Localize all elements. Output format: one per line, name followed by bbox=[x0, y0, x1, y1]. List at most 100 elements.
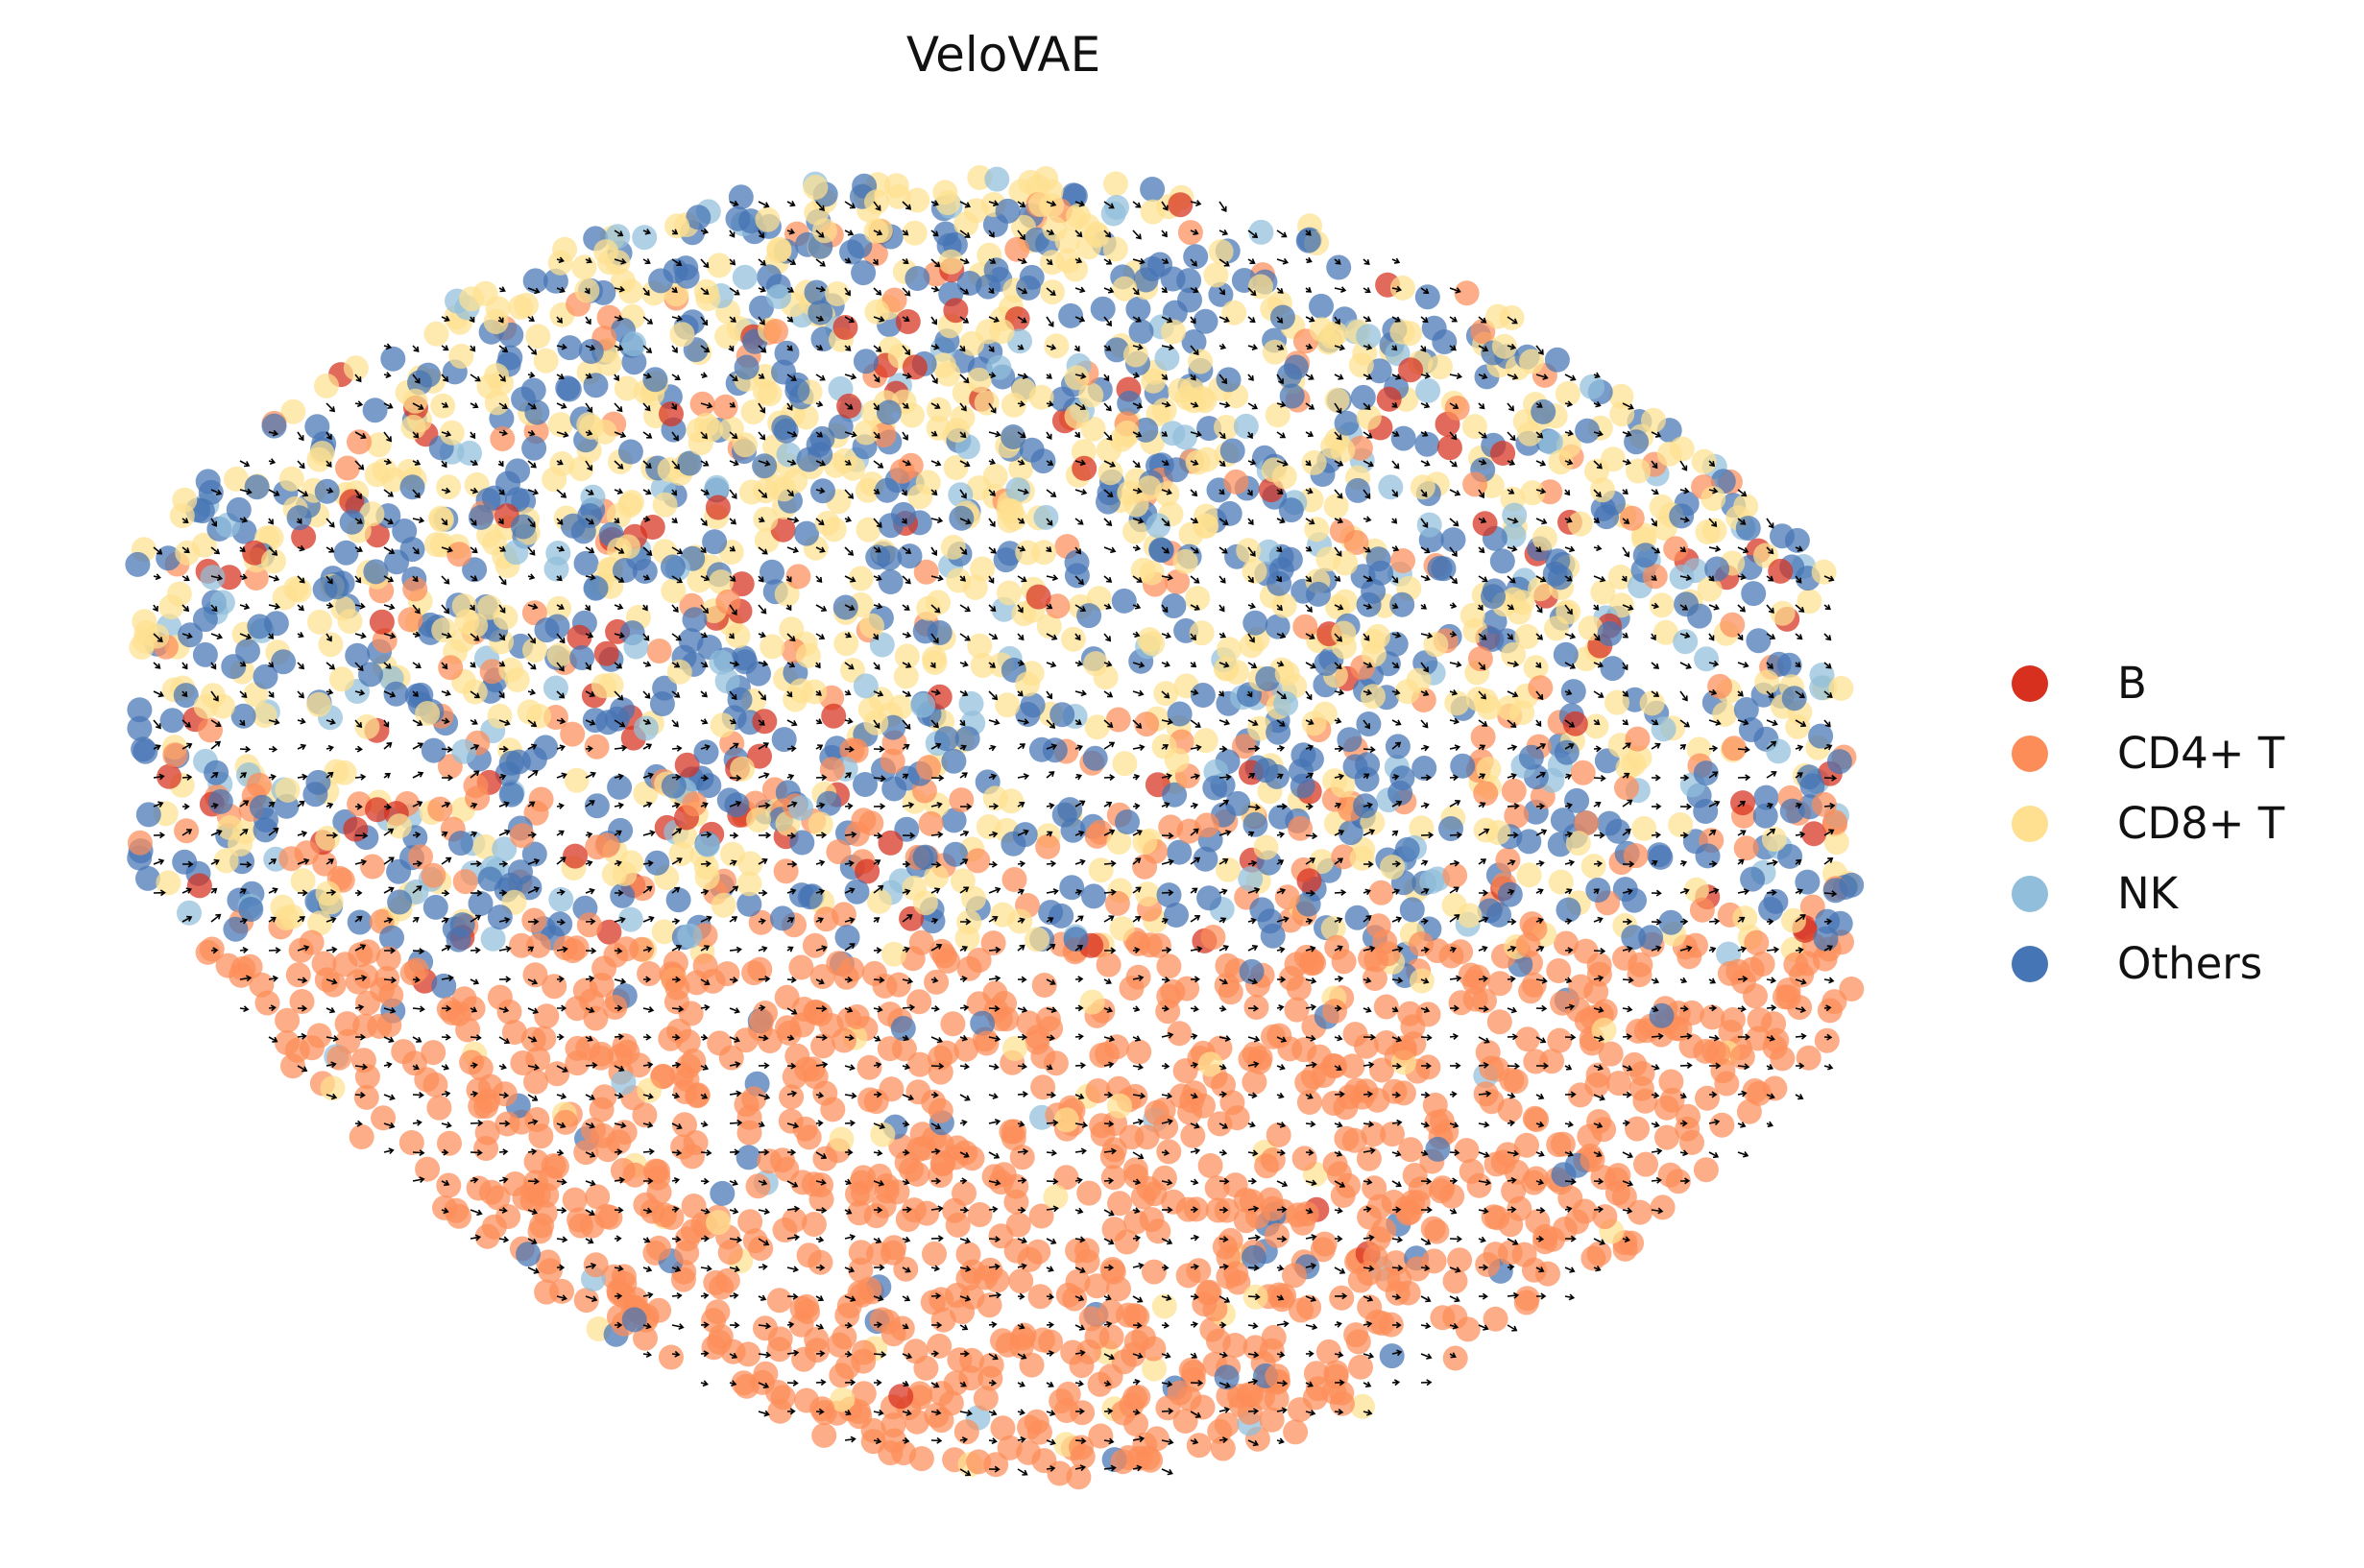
velocity-arrow bbox=[988, 633, 999, 640]
cell-point bbox=[794, 520, 820, 546]
velocity-arrow bbox=[1247, 945, 1259, 952]
cell-point bbox=[1266, 719, 1291, 745]
cell-point bbox=[1592, 1204, 1618, 1230]
cell-point bbox=[642, 367, 668, 393]
cell-point bbox=[895, 1207, 921, 1232]
cell-point bbox=[746, 808, 771, 832]
velocity-arrow bbox=[1766, 604, 1774, 614]
cell-point bbox=[1324, 934, 1350, 960]
velocity-arrow bbox=[1218, 201, 1227, 212]
cell-point bbox=[899, 402, 925, 428]
velocity-arrow bbox=[1766, 946, 1780, 953]
velocity-arrow bbox=[1276, 1180, 1289, 1188]
velocity-arrow bbox=[1593, 802, 1602, 808]
velocity-arrow bbox=[1305, 256, 1313, 264]
velocity-arrow bbox=[988, 975, 1001, 982]
cell-point bbox=[1535, 1261, 1560, 1287]
velocity-arrow bbox=[614, 488, 624, 495]
velocity-arrow bbox=[1507, 1092, 1516, 1099]
cell-point bbox=[707, 253, 732, 278]
cell-point bbox=[1202, 775, 1228, 801]
velocity-arrow bbox=[1017, 1006, 1028, 1013]
cell-point bbox=[1570, 760, 1596, 785]
chart-title: VeloVAE bbox=[905, 27, 1101, 83]
cell-point bbox=[1676, 1103, 1701, 1129]
velocity-arrow bbox=[1652, 774, 1661, 782]
cell-point bbox=[1324, 387, 1350, 413]
cell-point bbox=[1647, 842, 1672, 868]
cell-point bbox=[261, 413, 287, 439]
velocity-arrow bbox=[556, 772, 567, 780]
cell-point bbox=[305, 769, 331, 795]
velocity-arrow bbox=[786, 719, 798, 727]
velocity-arrow bbox=[470, 374, 481, 382]
velocity-arrow bbox=[1564, 374, 1577, 381]
cell-point bbox=[1160, 421, 1186, 446]
cell-point bbox=[247, 614, 273, 639]
cell-point bbox=[1161, 319, 1186, 345]
cell-point bbox=[1555, 381, 1580, 406]
cell-point bbox=[557, 335, 583, 361]
cell-point bbox=[1422, 1092, 1448, 1118]
cell-point bbox=[771, 727, 797, 753]
velocity-arrow bbox=[239, 603, 251, 611]
cell-point bbox=[1376, 386, 1402, 412]
cell-point bbox=[423, 321, 449, 347]
cell-point bbox=[509, 932, 534, 958]
cell-point bbox=[637, 961, 663, 986]
cell-point bbox=[905, 1409, 930, 1435]
cell-point bbox=[881, 941, 906, 967]
cell-point bbox=[1315, 1339, 1341, 1364]
cell-point bbox=[645, 1159, 671, 1184]
velocity-arrow bbox=[988, 1151, 1001, 1159]
cell-point bbox=[1142, 1356, 1168, 1382]
velocity-arrow bbox=[527, 372, 536, 378]
cell-point bbox=[1191, 1093, 1216, 1119]
cell-point bbox=[1600, 656, 1626, 682]
cell-point bbox=[462, 679, 488, 705]
velocity-arrow bbox=[1823, 719, 1831, 728]
velocity-arrow bbox=[498, 1148, 509, 1156]
cell-point bbox=[1540, 1226, 1565, 1252]
cell-point bbox=[1695, 1085, 1720, 1111]
cell-point bbox=[1609, 401, 1635, 427]
cell-point bbox=[681, 1048, 707, 1073]
cell-point bbox=[1554, 930, 1579, 956]
cell-point bbox=[832, 315, 858, 340]
velocity-arrow bbox=[1132, 744, 1146, 751]
cell-point bbox=[940, 1011, 966, 1037]
velocity-arrow bbox=[1535, 888, 1544, 895]
velocity-arrow bbox=[1593, 604, 1600, 611]
velocity-arrow bbox=[1247, 374, 1254, 381]
cell-point bbox=[1397, 1001, 1423, 1026]
cell-point bbox=[1454, 280, 1480, 306]
cell-point bbox=[1345, 477, 1371, 503]
velocity-arrow bbox=[1651, 1147, 1663, 1155]
cell-point bbox=[1225, 790, 1251, 816]
velocity-arrow bbox=[1391, 545, 1400, 552]
cell-point bbox=[1156, 953, 1182, 979]
cell-point bbox=[1125, 296, 1151, 322]
cell-point bbox=[621, 350, 647, 375]
cell-point bbox=[848, 1257, 874, 1283]
cell-point bbox=[159, 708, 185, 734]
velocity-arrow bbox=[1737, 546, 1749, 554]
cell-point bbox=[849, 1282, 875, 1308]
velocity-arrow bbox=[1046, 431, 1052, 440]
velocity-arrow bbox=[585, 1094, 595, 1100]
velocity-arrow bbox=[988, 1093, 999, 1099]
cell-point bbox=[571, 254, 597, 280]
velocity-arrow bbox=[642, 489, 652, 495]
cell-point bbox=[1111, 588, 1137, 614]
cell-point bbox=[1266, 1122, 1291, 1147]
velocity-arrow bbox=[1420, 802, 1430, 809]
cell-point bbox=[1809, 663, 1835, 688]
cell-point bbox=[379, 925, 404, 951]
cell-point bbox=[610, 1158, 636, 1183]
velocity-arrow bbox=[1795, 744, 1804, 752]
cell-point bbox=[271, 649, 297, 675]
cell-point bbox=[1123, 1209, 1149, 1235]
cell-point bbox=[610, 697, 636, 723]
cell-point bbox=[657, 457, 683, 483]
cell-point bbox=[913, 559, 939, 585]
